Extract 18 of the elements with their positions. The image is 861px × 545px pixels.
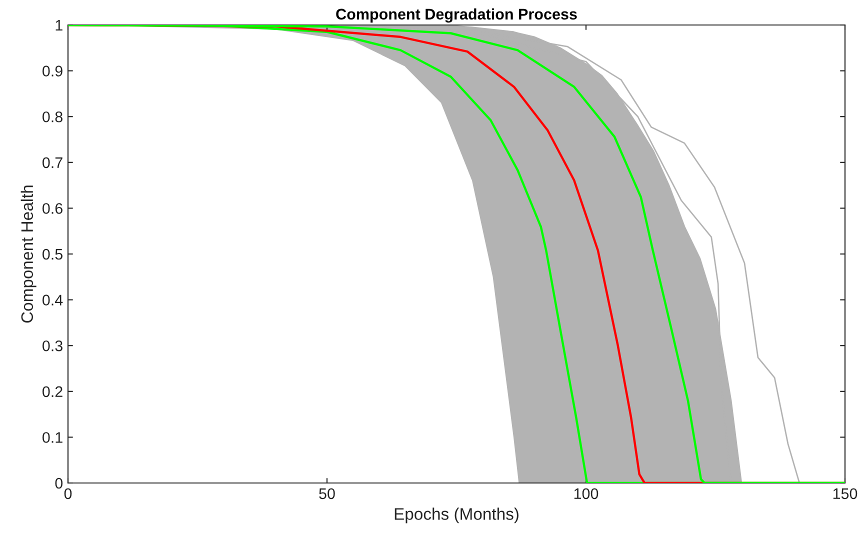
chart-title: Component Degradation Process xyxy=(336,8,577,23)
y-tick-label: 0.8 xyxy=(42,111,62,122)
y-tick-label: 0.2 xyxy=(42,386,62,398)
y-tick-label: 0.9 xyxy=(42,66,62,76)
y-axis-title: Component Health xyxy=(20,186,36,323)
x-tick-label: 50 xyxy=(319,488,335,500)
y-tick-label: 0.1 xyxy=(42,432,62,443)
y-tick-label: 0.5 xyxy=(42,248,62,260)
y-tick-label: 1 xyxy=(56,20,62,31)
x-tick-label: 100 xyxy=(574,488,598,500)
y-tick-label: 0.4 xyxy=(42,294,63,306)
x-tick-label: 0 xyxy=(64,488,72,500)
y-tick-label: 0 xyxy=(55,478,63,489)
y-tick-label: 0.7 xyxy=(42,157,62,168)
x-axis-title: Epochs (Months) xyxy=(394,508,518,524)
y-tick-label: 0.6 xyxy=(42,203,62,214)
y-tick-label: 0.3 xyxy=(42,340,62,352)
x-tick-label: 150 xyxy=(833,488,858,500)
